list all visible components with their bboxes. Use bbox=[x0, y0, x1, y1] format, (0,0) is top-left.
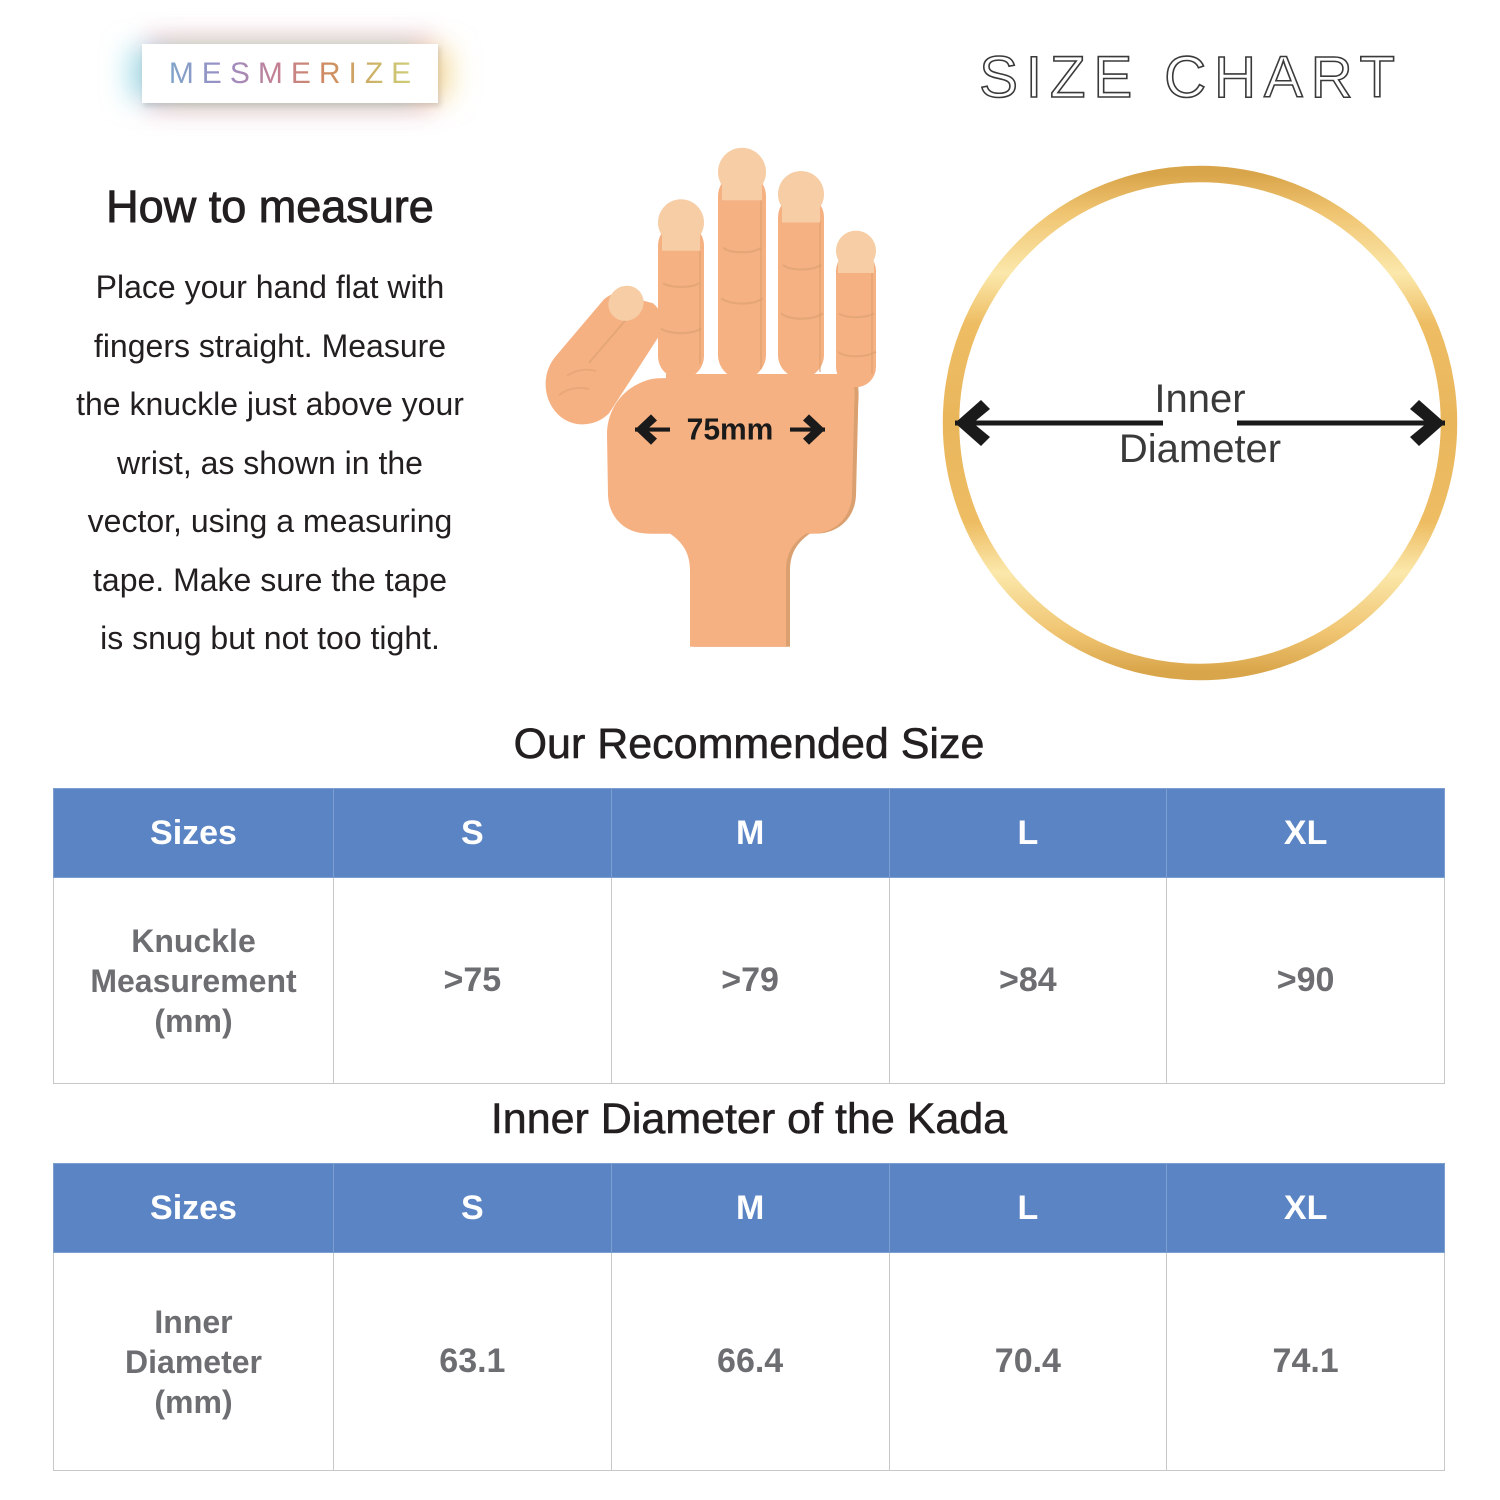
svg-text:Diameter: Diameter bbox=[1119, 427, 1281, 471]
svg-text:Inner: Inner bbox=[1154, 377, 1245, 421]
svg-text:75mm: 75mm bbox=[687, 414, 774, 447]
svg-text:SIZE CHART: SIZE CHART bbox=[979, 45, 1403, 110]
